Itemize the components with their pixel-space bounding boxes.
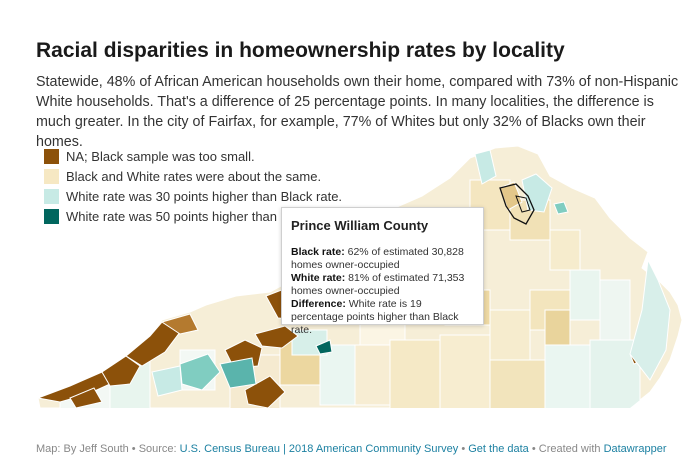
legend-swatch <box>44 148 59 164</box>
locality-region[interactable] <box>244 375 286 409</box>
tooltip-diff-text: White rate is 19 percentage points highe… <box>291 298 459 336</box>
locality-region[interactable] <box>489 359 546 410</box>
legend-label: NA; Black sample was too small. <box>66 148 255 164</box>
legend-swatch <box>44 168 59 184</box>
tooltip-black-label: Black rate: <box>291 246 345 258</box>
footer-byline: Map: By Jeff South • Source: <box>36 443 180 455</box>
tooltip-white-rate: White rate: 81% of estimated 71,353 home… <box>291 272 474 298</box>
locality-region[interactable] <box>439 334 491 410</box>
locality-region[interactable] <box>151 365 183 397</box>
locality-region[interactable] <box>489 309 531 361</box>
tooltip-diff-label: Difference: <box>291 298 346 310</box>
intro-text: Statewide, 48% of African American house… <box>36 74 679 150</box>
tooltip-white-label: White rate: <box>291 272 346 284</box>
footer-separator: • <box>458 443 469 455</box>
footer-created-with: • Created with <box>528 443 604 455</box>
tooltip-black-text: 62% of estimated 30,828 homes owner-occu… <box>291 246 464 271</box>
locality-highlight-outline <box>499 183 535 225</box>
locality-region[interactable] <box>544 344 591 410</box>
datawrapper-link[interactable]: Datawrapper <box>603 443 667 455</box>
legend: NA; Black sample was too small. Black an… <box>44 146 342 226</box>
legend-item: Black and White rates were about the sam… <box>44 166 342 186</box>
legend-item: NA; Black sample was too small. <box>44 146 342 166</box>
legend-swatch <box>44 208 59 224</box>
locality-region[interactable] <box>629 258 671 381</box>
legend-label: White rate was 50 points higher than Bla… <box>66 208 343 224</box>
legend-swatch <box>44 188 59 204</box>
locality-region[interactable] <box>254 325 299 349</box>
locality-region[interactable] <box>474 149 497 185</box>
tooltip-white-text: 81% of estimated 71,353 homes owner-occu… <box>291 272 465 297</box>
locality-outline <box>515 195 531 213</box>
source-link[interactable]: U.S. Census Bureau | 2018 American Commu… <box>179 443 459 455</box>
tooltip-black-rate: Black rate: 62% of estimated 30,828 home… <box>291 246 474 272</box>
legend-label: White rate was 30 points higher than Bla… <box>66 188 343 204</box>
locality-region[interactable] <box>160 313 199 335</box>
locality-region[interactable] <box>549 229 581 271</box>
tooltip-title: Prince William County <box>291 218 429 233</box>
map-title: Racial disparities in homeownership rate… <box>36 39 565 62</box>
locality-tooltip: Prince William County Black rate: 62% of… <box>281 207 484 336</box>
locality-region[interactable] <box>101 355 141 387</box>
get-data-link[interactable]: Get the data <box>468 443 529 455</box>
locality-region[interactable] <box>389 339 441 410</box>
locality-region[interactable] <box>521 173 553 213</box>
tooltip-difference: Difference: White rate is 19 percentage … <box>291 298 474 337</box>
locality-region[interactable] <box>69 387 103 409</box>
legend-item: White rate was 30 points higher than Bla… <box>44 186 342 206</box>
locality-region[interactable] <box>315 339 333 355</box>
footer: Map: By Jeff South • Source: U.S. Census… <box>36 443 667 455</box>
legend-item: White rate was 50 points higher than Bla… <box>44 206 342 226</box>
legend-label: Black and White rates were about the sam… <box>66 168 322 184</box>
locality-region[interactable] <box>569 269 601 321</box>
locality-region[interactable] <box>219 357 257 389</box>
locality-region[interactable] <box>599 279 631 341</box>
locality-region[interactable] <box>354 344 391 406</box>
locality-region[interactable] <box>544 309 571 346</box>
locality-region[interactable] <box>553 201 569 215</box>
